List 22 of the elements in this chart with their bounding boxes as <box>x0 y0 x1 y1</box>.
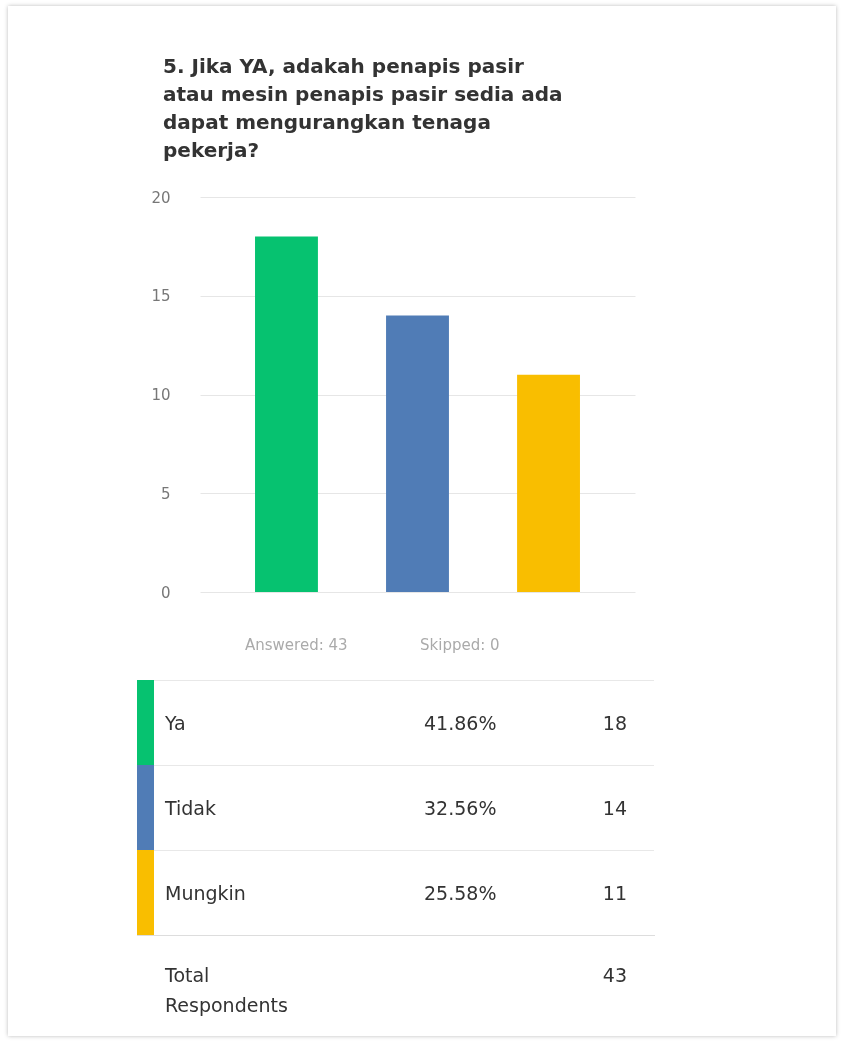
text: 18 <box>602 711 627 734</box>
y-tick-label: 15 <box>151 287 171 306</box>
y-tick-label: 5 <box>160 484 171 503</box>
y-tick-label: 0 <box>160 583 171 602</box>
y-tick-label: 10 <box>151 386 171 404</box>
text: 41.86% <box>424 711 497 734</box>
text: Skipped: 0 <box>420 636 500 654</box>
text: 14 <box>602 796 627 819</box>
text: 43 <box>602 964 627 986</box>
text: Mungkin <box>165 881 246 904</box>
bar <box>255 236 318 592</box>
text: 25.58% <box>424 881 497 904</box>
text: Answered: 43 <box>245 636 348 654</box>
text: Ya <box>165 711 186 734</box>
bar <box>386 315 449 592</box>
text: Total Respondents <box>165 963 289 1018</box>
text: 11 <box>602 881 627 904</box>
text: 32.56% <box>424 796 497 819</box>
bar <box>517 374 580 592</box>
y-tick-label: 20 <box>151 188 171 207</box>
chart-title: 5. Jika YA, adakah penapis pasir atau mesin penapis pasir sedia ada dapat mengurangkan tenaga pekerja? <box>163 53 563 164</box>
text: Tidak <box>165 796 217 819</box>
